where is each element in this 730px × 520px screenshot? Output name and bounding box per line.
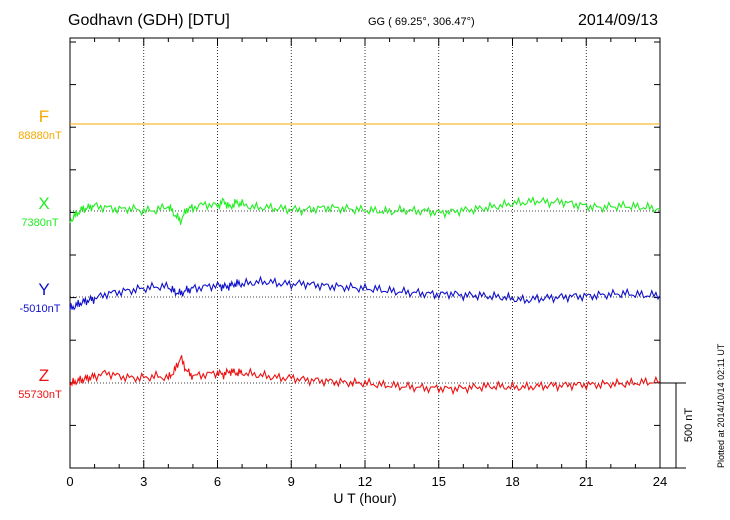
x-tick-label: 0 xyxy=(66,474,73,489)
series-baseline-value-y: -5010nT xyxy=(20,303,61,315)
series-label-f: F xyxy=(39,107,49,126)
geo-coordinates: GG ( 69.25°, 306.47°) xyxy=(368,16,475,28)
x-tick-label: 12 xyxy=(358,474,372,489)
station-title: Godhavn (GDH) [DTU] xyxy=(68,12,230,29)
series-label-x: X xyxy=(38,194,49,213)
series-label-y: Y xyxy=(38,280,49,299)
x-tick-label: 18 xyxy=(505,474,519,489)
series-line-y xyxy=(69,275,661,311)
x-tick-label: 15 xyxy=(432,474,446,489)
series-baseline-value-z: 55730nT xyxy=(18,389,62,401)
x-tick-label: 9 xyxy=(288,474,295,489)
x-tick-label: 6 xyxy=(214,474,221,489)
series-line-z xyxy=(69,355,661,396)
series-label-z: Z xyxy=(39,366,49,385)
x-tick-label: 21 xyxy=(579,474,593,489)
x-tick-label: 24 xyxy=(653,474,667,489)
observation-date: 2014/09/13 xyxy=(578,12,659,29)
plot-frame xyxy=(69,37,661,469)
x-tick-label: 3 xyxy=(140,474,147,489)
series-line-x xyxy=(69,195,661,225)
x-axis-label: U T (hour) xyxy=(333,490,396,506)
series-baseline-value-x: 7380nT xyxy=(21,217,59,229)
series-baseline-value-f: 88880nT xyxy=(18,130,62,142)
scale-bar-label: 500 nT xyxy=(683,408,695,443)
